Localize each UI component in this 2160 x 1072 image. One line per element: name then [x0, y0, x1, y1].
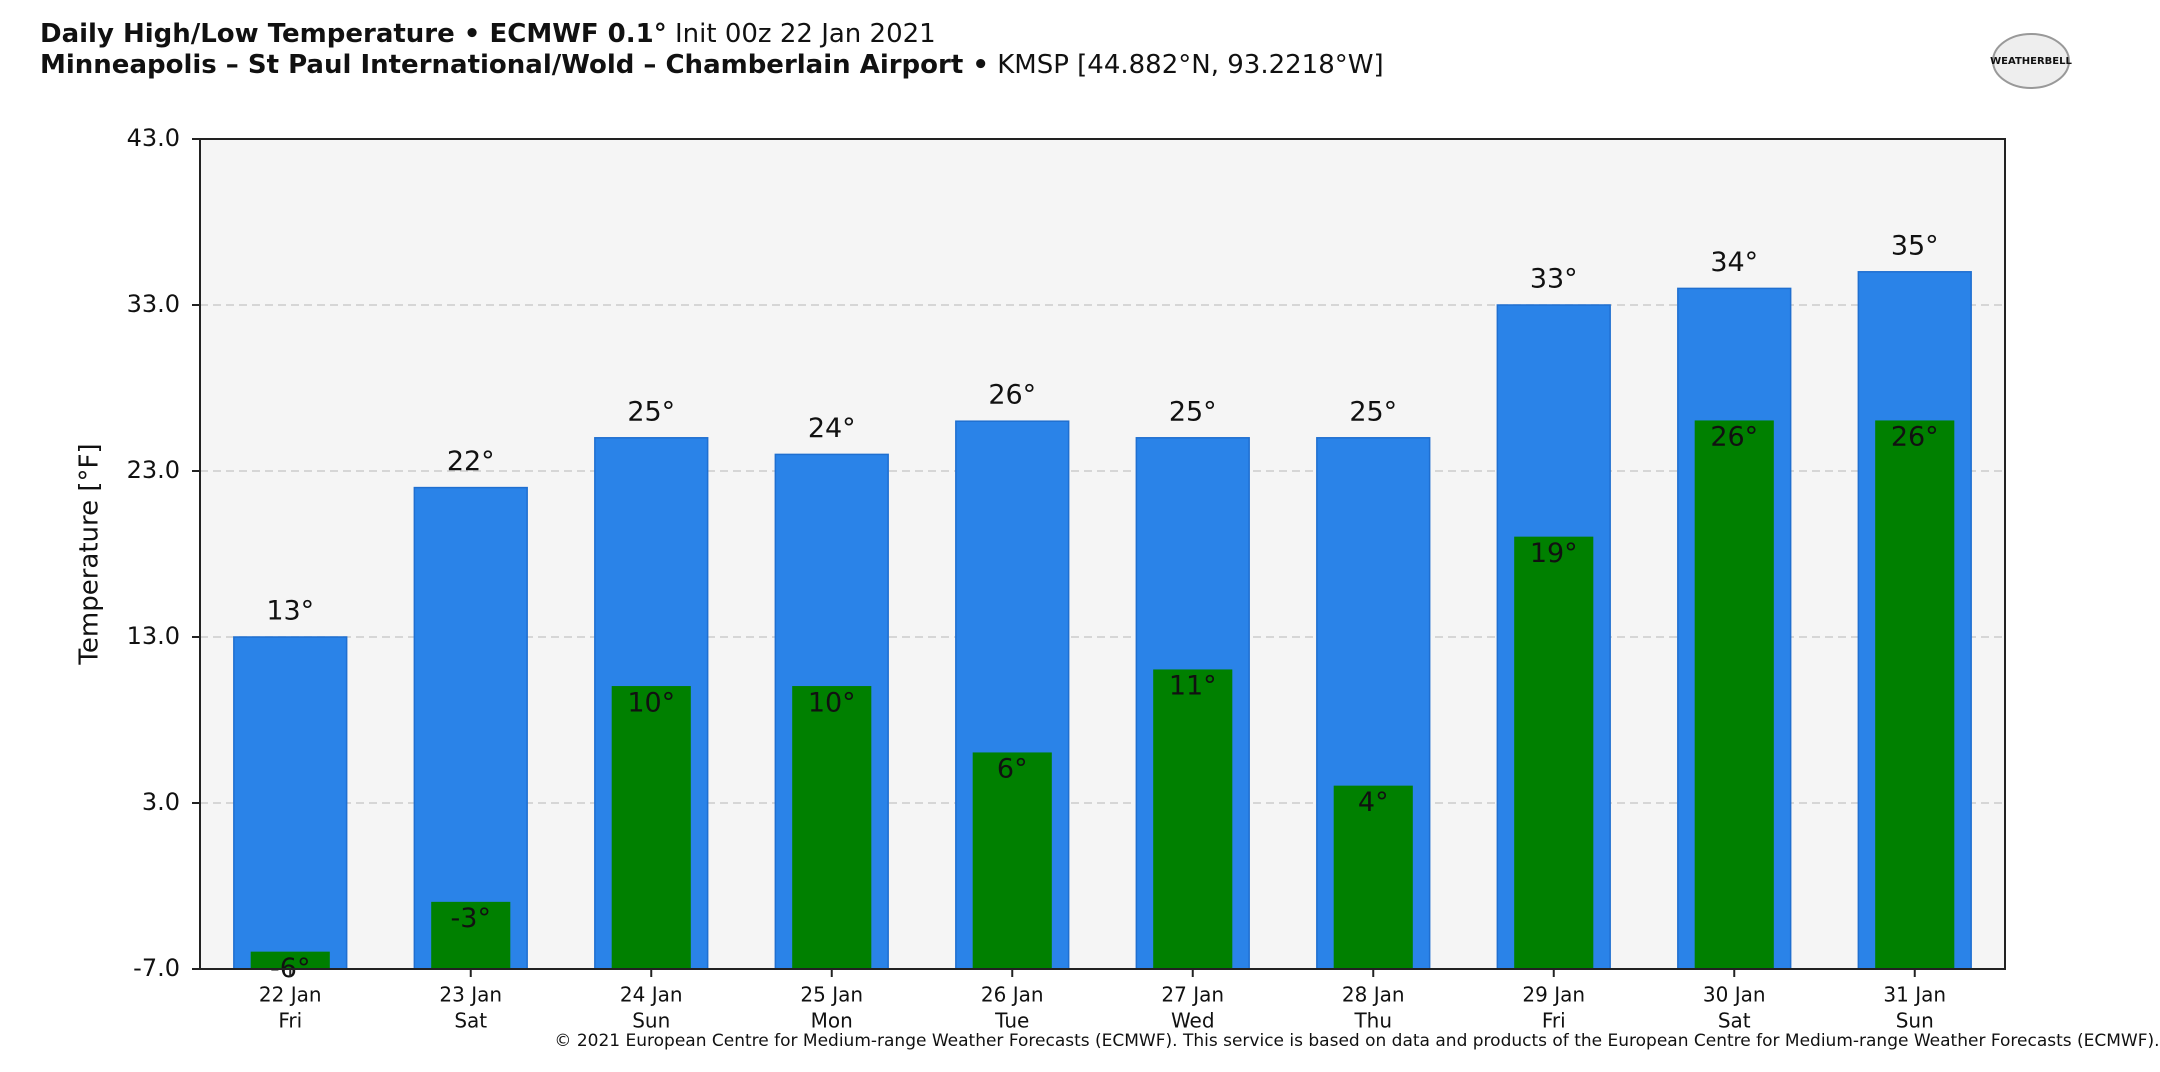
value-label: 33° — [1530, 264, 1578, 295]
x-tick-sublabel: Sat — [454, 1009, 487, 1033]
y-tick-label: 43.0 — [127, 124, 180, 152]
value-label: 34° — [1710, 247, 1758, 278]
value-label: -3° — [451, 903, 491, 934]
x-tick-label: 28 Jan — [1342, 983, 1405, 1007]
low-bar — [792, 686, 872, 970]
subtitle-bold: Minneapolis – St Paul International/Wold… — [40, 50, 989, 80]
x-tick-label: 29 Jan — [1522, 983, 1585, 1007]
y-tick-label: 3.0 — [142, 788, 180, 816]
x-tick-sublabel: Fri — [1542, 1009, 1566, 1033]
x-tick-label: 26 Jan — [981, 983, 1044, 1007]
low-bar — [1153, 669, 1233, 970]
low-bar — [1875, 420, 1955, 970]
x-tick-sublabel: Sun — [1896, 1009, 1934, 1033]
x-tick-label: 23 Jan — [439, 983, 502, 1007]
x-tick-sublabel: Thu — [1353, 1009, 1392, 1033]
low-bar — [611, 686, 691, 970]
y-tick-label: -7.0 — [133, 954, 180, 982]
low-bar — [972, 752, 1052, 970]
value-label: 10° — [627, 687, 675, 718]
value-label: 25° — [627, 396, 675, 427]
logo: WEATHERBELL — [1990, 56, 2072, 67]
low-bar — [1694, 420, 1774, 970]
footer: © 2021 European Centre for Medium-range … — [554, 1031, 2159, 1051]
value-label: 22° — [447, 446, 495, 477]
value-label: 35° — [1891, 230, 1939, 261]
low-bar — [1514, 536, 1594, 970]
value-label: 25° — [1169, 396, 1217, 427]
value-label: 13° — [266, 596, 314, 627]
x-tick-sublabel: Fri — [278, 1009, 302, 1033]
logo-badge — [1992, 33, 2070, 89]
value-label: 4° — [1358, 787, 1389, 818]
x-tick-label: 24 Jan — [620, 983, 683, 1007]
x-tick-sublabel: Sat — [1718, 1009, 1751, 1033]
title-rest: Init 00z 22 Jan 2021 — [667, 19, 936, 49]
value-label: 11° — [1169, 671, 1217, 702]
title-bold: Daily High/Low Temperature • ECMWF 0.1° — [40, 19, 667, 49]
subtitle-rest: KMSP [44.882°N, 93.2218°W] — [989, 50, 1384, 80]
y-tick-label: 23.0 — [127, 456, 180, 484]
y-tick-label: 33.0 — [127, 290, 180, 318]
x-tick-label: 25 Jan — [800, 983, 863, 1007]
value-label: 26° — [988, 380, 1036, 411]
x-tick-label: 27 Jan — [1161, 983, 1224, 1007]
value-label: 26° — [1891, 422, 1939, 453]
value-label: 26° — [1710, 422, 1758, 453]
y-axis-label: Temperature [°F] — [75, 443, 105, 665]
x-tick-label: 31 Jan — [1883, 983, 1946, 1007]
value-label: 10° — [808, 687, 856, 718]
low-bar — [431, 901, 511, 970]
high-bar — [413, 486, 528, 970]
high-bar — [233, 636, 348, 970]
value-label: 19° — [1530, 538, 1578, 569]
x-tick-sublabel: Mon — [811, 1009, 853, 1033]
value-label: 24° — [808, 413, 856, 444]
x-tick-label: 22 Jan — [259, 983, 322, 1007]
x-tick-label: 30 Jan — [1703, 983, 1766, 1007]
chart-subtitle: Minneapolis – St Paul International/Wold… — [40, 50, 1384, 80]
plot-frame — [199, 138, 2006, 970]
x-tick-sublabel: Sun — [632, 1009, 670, 1033]
value-label: 6° — [997, 754, 1028, 785]
y-tick-label: 13.0 — [127, 622, 180, 650]
value-label: 25° — [1349, 396, 1397, 427]
x-tick-sublabel: Wed — [1171, 1009, 1215, 1033]
chart-title: Daily High/Low Temperature • ECMWF 0.1° … — [40, 19, 936, 49]
x-tick-sublabel: Tue — [994, 1009, 1029, 1033]
low-bar — [1333, 785, 1413, 970]
